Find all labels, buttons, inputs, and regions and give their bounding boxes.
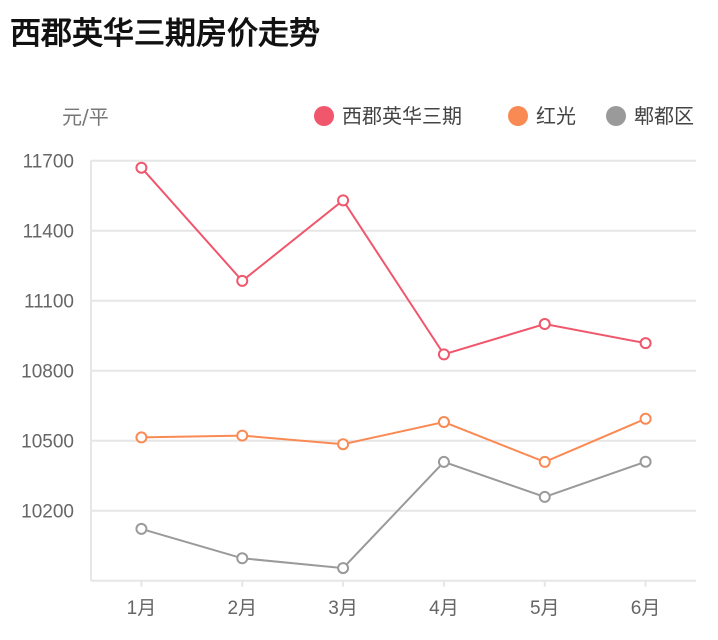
series-line: [141, 460, 646, 570]
data-point: [236, 552, 249, 565]
data-point: [135, 431, 148, 444]
y-axis-unit: 元/平: [62, 105, 109, 129]
data-point: [639, 337, 652, 350]
y-tick-label: 10500: [21, 432, 74, 453]
x-tick-labels: 1月 2月 3月 4月 5月 6月: [127, 580, 661, 619]
data-point: [437, 416, 450, 429]
legend-marker-icon: [606, 106, 626, 126]
legend-item[interactable]: 西郡英华三期: [314, 104, 462, 128]
series-line: [140, 167, 646, 356]
x-tick-label: 4月: [429, 598, 459, 619]
x-tick-label: 1月: [127, 598, 157, 619]
x-tick-label: 6月: [631, 598, 661, 619]
data-point: [236, 274, 249, 287]
data-point: [437, 348, 450, 361]
data-point: [337, 194, 350, 207]
data-point: [135, 161, 148, 174]
data-point: [538, 490, 551, 503]
y-tick-label: 11100: [24, 292, 74, 313]
y-tick-label: 10800: [21, 362, 74, 383]
data-point: [135, 522, 148, 535]
y-tick-label: 10200: [21, 502, 74, 523]
x-tick-label: 2月: [227, 598, 257, 619]
grid-lines: [90, 159, 696, 582]
data-point: [639, 455, 652, 468]
y-tick-label: 11400: [23, 222, 74, 243]
legend-marker-icon: [314, 106, 334, 126]
y-tick-labels: 10200 10500 10800 11100 11400 11700: [21, 152, 74, 523]
series-2: [135, 412, 652, 468]
data-point: [337, 562, 350, 575]
y-tick-label: 11700: [23, 152, 74, 173]
x-tick-label: 3月: [328, 598, 358, 619]
data-point: [236, 429, 249, 442]
legend-item[interactable]: 郫都区: [606, 104, 694, 128]
series-lines: [135, 161, 652, 575]
series-1: [135, 161, 652, 361]
data-point: [337, 438, 350, 451]
chart-title: 西郡英华三期房价走势: [10, 16, 320, 52]
legend-label: 郫都区: [634, 104, 694, 128]
data-point: [538, 455, 551, 468]
data-point: [538, 318, 551, 331]
series-line: [141, 417, 646, 464]
legend-marker-icon: [508, 106, 528, 126]
data-point: [437, 455, 450, 468]
legend-label: 西郡英华三期: [342, 104, 462, 128]
x-tick-label: 5月: [530, 598, 560, 619]
series-3: [135, 455, 652, 575]
data-point: [639, 412, 652, 425]
legend-item[interactable]: 红光: [508, 104, 576, 128]
legend-label: 红光: [536, 104, 576, 128]
legend: 西郡英华三期 红光 郫都区: [314, 104, 694, 128]
